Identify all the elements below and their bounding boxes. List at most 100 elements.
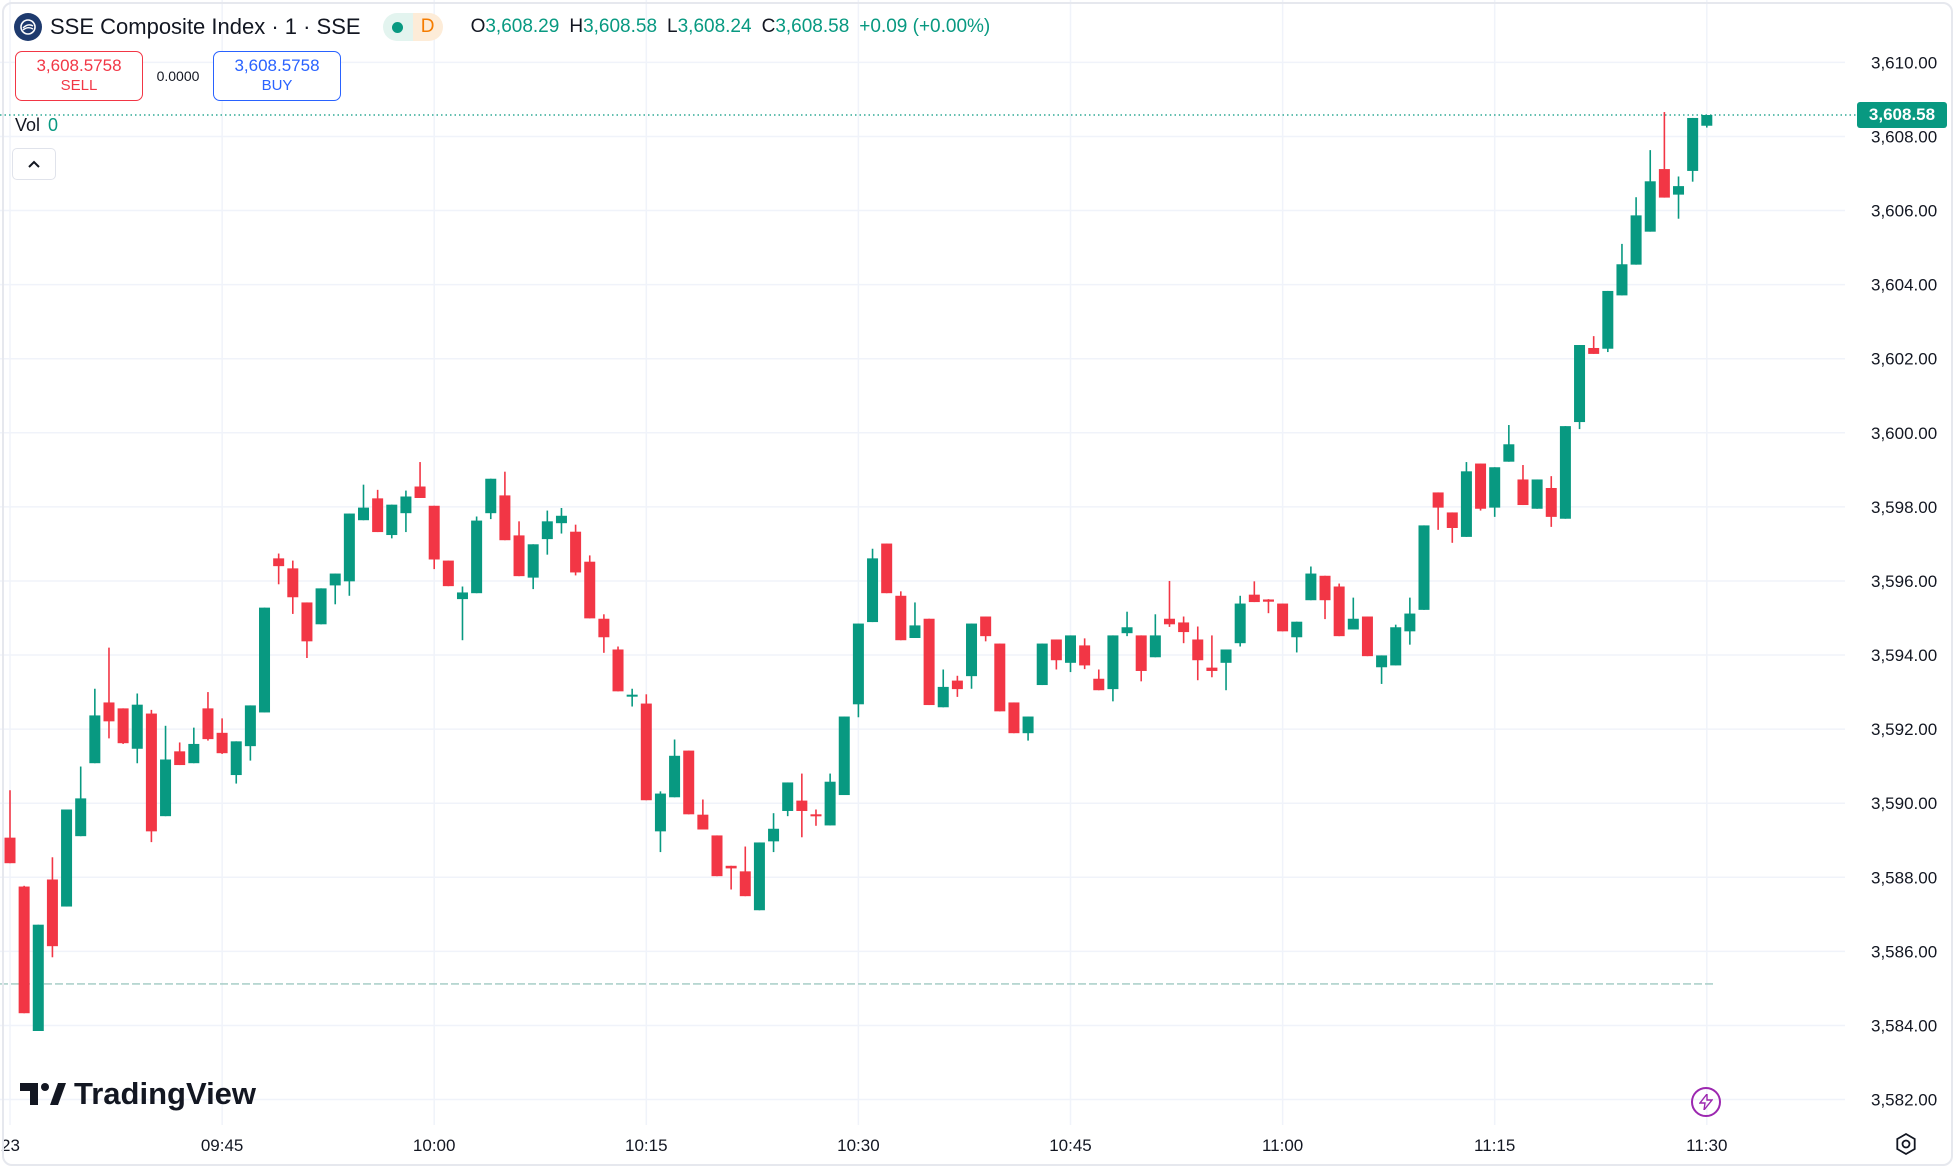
candle-body <box>1404 613 1416 632</box>
price-tick-label: 3,594.00 <box>1871 646 1937 665</box>
candle <box>315 588 327 625</box>
time-tick-label: 23 <box>1 1136 20 1155</box>
candle-body <box>202 708 214 740</box>
symbol-title[interactable]: SSE Composite Index · 1 · SSE <box>50 14 361 39</box>
candle-body <box>584 561 596 619</box>
time-tick-label: 11:00 <box>1262 1136 1303 1155</box>
candle <box>669 739 681 798</box>
settings-icon[interactable] <box>1893 1131 1919 1157</box>
candle <box>216 718 228 754</box>
time-tick-label: 10:00 <box>413 1136 456 1155</box>
candle <box>683 750 695 815</box>
lightning-icon[interactable] <box>1691 1087 1721 1117</box>
candle-body <box>1644 181 1656 232</box>
candle-body <box>329 573 341 586</box>
candle <box>273 553 285 585</box>
candle-body <box>951 680 963 690</box>
candle <box>1687 117 1699 182</box>
candle <box>400 490 412 533</box>
sse-logo-icon[interactable] <box>14 13 42 41</box>
buy-button[interactable]: 3,608.5758 BUY <box>213 51 341 101</box>
candle <box>1616 243 1628 296</box>
candle-body <box>824 781 836 826</box>
price-tick-label: 3,586.00 <box>1871 942 1937 961</box>
candle <box>824 773 836 826</box>
candle-body <box>273 558 285 567</box>
candle <box>980 616 992 642</box>
candle-body <box>315 588 327 625</box>
candle-body <box>343 513 355 582</box>
candle <box>1234 595 1246 647</box>
candle-body <box>1079 645 1091 666</box>
candle <box>1305 566 1317 601</box>
time-tick-label: 10:15 <box>625 1136 668 1155</box>
candle <box>1135 635 1147 682</box>
candle-body <box>188 743 200 764</box>
candle <box>202 692 214 741</box>
candle-body <box>527 544 539 578</box>
collapse-button[interactable] <box>12 148 56 180</box>
candle <box>1644 150 1656 232</box>
high-value: 3,608.58 <box>583 16 658 37</box>
time-tick-label: 10:30 <box>837 1136 880 1155</box>
candle-body <box>216 732 228 754</box>
candle <box>1545 476 1557 527</box>
market-open-dot <box>392 21 404 33</box>
candle <box>838 716 850 796</box>
sell-button[interactable]: 3,608.5758 SELL <box>15 51 143 101</box>
volume-value: 0 <box>48 115 59 135</box>
candle-body <box>46 879 58 947</box>
time-tick-label: 11:15 <box>1474 1136 1515 1155</box>
candle <box>895 591 907 641</box>
candle-body <box>1658 169 1670 198</box>
candle <box>174 742 186 766</box>
candle-body <box>683 750 695 815</box>
time-tick-label: 10:45 <box>1049 1136 1092 1155</box>
open-value: 3,608.29 <box>485 16 560 37</box>
candle <box>1460 462 1472 537</box>
candle <box>1192 626 1204 681</box>
candle-body <box>1206 667 1218 671</box>
candle-body <box>471 520 483 594</box>
candle <box>612 646 624 692</box>
candle-body <box>1673 186 1685 195</box>
candle-body <box>1503 444 1515 462</box>
candle <box>923 618 935 706</box>
candle <box>428 505 440 570</box>
candle-body <box>541 521 553 540</box>
candle <box>1008 702 1020 734</box>
open-label: O <box>470 16 486 37</box>
candle-body <box>810 814 822 817</box>
candle-body <box>1319 575 1331 601</box>
candle <box>1262 599 1274 614</box>
tradingview-logo-icon <box>20 1083 66 1105</box>
candle-body <box>598 618 610 638</box>
candle <box>32 924 44 1031</box>
price-tick-label: 3,600.00 <box>1871 424 1937 443</box>
candle-body <box>570 531 582 573</box>
candle-body <box>1559 426 1571 519</box>
candle <box>1432 492 1444 530</box>
candle <box>852 623 864 718</box>
candle-body <box>1574 345 1586 423</box>
candle <box>131 693 143 764</box>
candle <box>18 885 30 1014</box>
candle <box>1673 176 1685 219</box>
candle-body <box>513 535 525 577</box>
candle <box>1149 614 1161 658</box>
candle <box>1248 581 1260 603</box>
candle <box>1206 635 1218 678</box>
candle-body <box>923 618 935 706</box>
candle-body <box>867 558 879 623</box>
volume-legend: Vol 0 <box>15 115 58 136</box>
candle <box>386 504 398 539</box>
chart-header: SSE Composite Index · 1 · SSE D O3,608.2… <box>14 12 990 42</box>
candle-body <box>1107 635 1119 690</box>
candle <box>499 471 511 541</box>
market-status-badge[interactable]: D <box>382 13 443 41</box>
price-tick-label: 3,610.00 <box>1871 53 1937 72</box>
candle <box>329 573 341 605</box>
candle <box>4 790 16 864</box>
tradingview-logo[interactable]: TradingView <box>20 1076 256 1112</box>
